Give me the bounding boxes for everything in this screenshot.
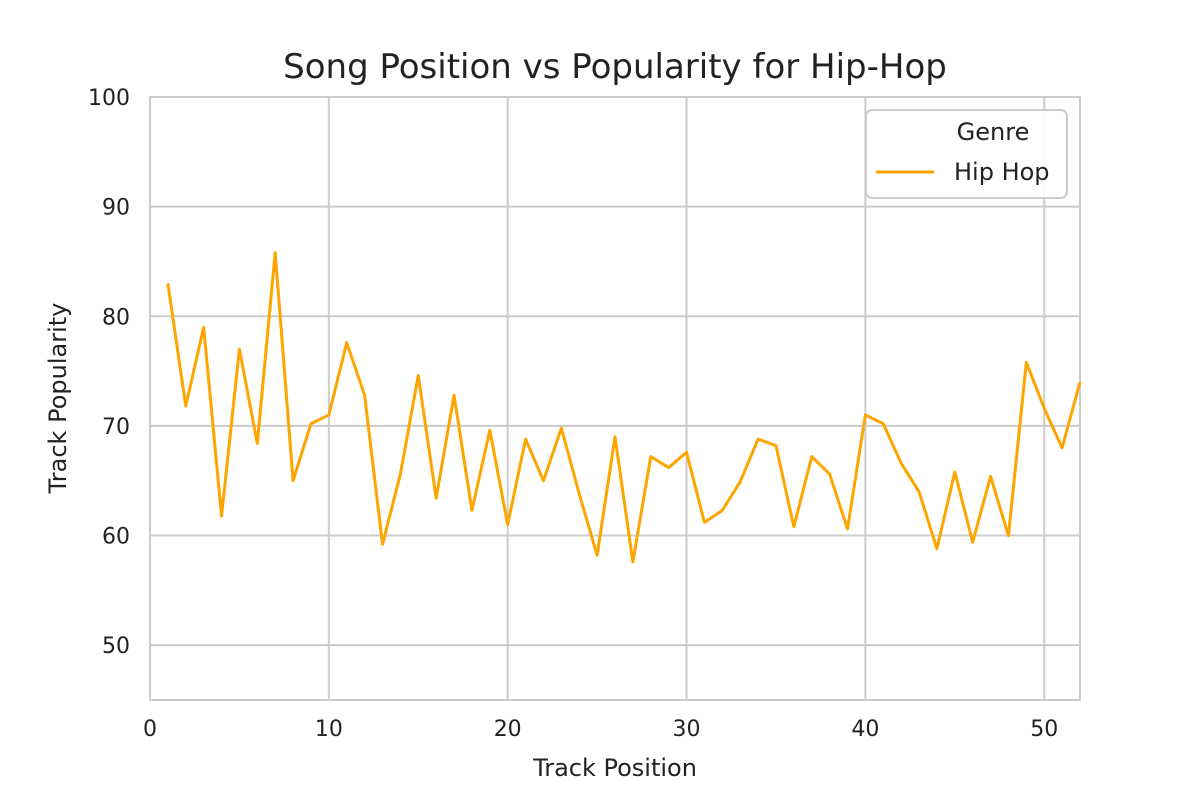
y-tick-label: 60 [102,525,130,550]
y-tick-label: 90 [102,196,130,221]
legend-box [865,109,1068,199]
plot-frame [149,96,1081,701]
chart-title: Song Position vs Popularity for Hip-Hop [283,47,947,87]
y-tick-label: 100 [88,86,130,111]
y-tick-label: 80 [102,305,130,330]
x-tick-label: 30 [673,717,701,742]
x-tick-label: 50 [1030,717,1058,742]
legend-title: Genre [957,118,1030,146]
y-tick-label: 70 [102,415,130,440]
x-tick-label: 20 [494,717,522,742]
x-tick-label: 10 [315,717,343,742]
y-tick-label: 50 [102,634,130,659]
x-tick-label: 0 [143,717,157,742]
legend-entry-hip-hop: Hip Hop [954,158,1050,186]
y-tick-labels: 50 60 70 80 90 100 [88,86,130,659]
x-tick-label: 40 [851,717,879,742]
x-tick-labels: 0 10 20 30 40 50 [143,717,1058,742]
legend: Genre Hip Hop [865,109,1068,199]
y-axis-label: Track Popularity [44,303,72,495]
x-axis-label: Track Position [532,754,697,782]
series-layer [166,251,1082,564]
series-line-hip-hop [166,251,1082,564]
